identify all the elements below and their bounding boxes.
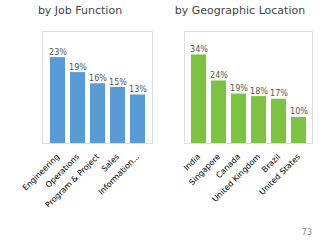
svg-text:23%: 23% — [49, 48, 67, 57]
html-text:by Job Function: by Job Function — [37, 4, 123, 17]
svg-text:Canada: Canada — [214, 152, 243, 181]
svg-text:Sales: Sales — [99, 152, 122, 174]
html-text:73: 73 — [301, 228, 312, 237]
svg-text:16%: 16% — [89, 74, 107, 83]
svg-text:United Kingdom: United Kingdom — [210, 152, 262, 204]
svg-text:Singapore: Singapore — [187, 152, 223, 188]
svg-text:Operations: Operations — [43, 152, 82, 190]
svg-text:Engineering: Engineering — [20, 152, 62, 193]
html-text:by Geographic Location: by Geographic Location — [174, 4, 306, 17]
svg-text:24%: 24% — [210, 71, 228, 80]
svg-text:10%: 10% — [290, 107, 308, 116]
svg-text:34%: 34% — [190, 45, 208, 54]
svg-text:Brazil: Brazil — [260, 152, 283, 175]
svg-text:Program & Project: Program & Project — [44, 152, 102, 207]
svg-text:13%: 13% — [129, 85, 147, 94]
svg-text:United States: United States — [258, 152, 303, 197]
svg-text:India: India — [182, 152, 203, 173]
svg-text:19%: 19% — [230, 84, 248, 93]
svg-text:15%: 15% — [109, 78, 127, 87]
svg-text:17%: 17% — [270, 89, 288, 98]
svg-text:Information...: Information... — [97, 152, 142, 197]
svg-text:18%: 18% — [250, 87, 268, 96]
svg-text:19%: 19% — [69, 63, 87, 72]
